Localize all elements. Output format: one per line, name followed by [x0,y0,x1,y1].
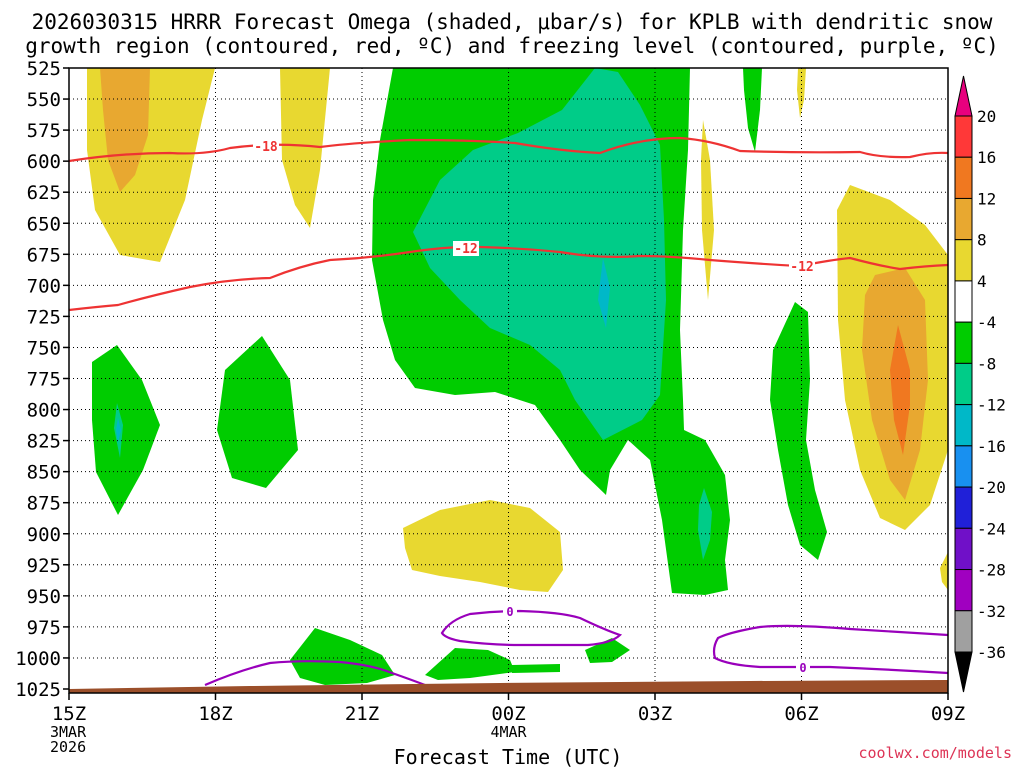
y-tick-label: 950 [27,586,61,608]
ground-terrain [69,680,948,693]
y-tick-label: 600 [27,151,61,173]
y-tick-label: 725 [27,306,61,328]
y-tick-label: 700 [27,275,61,297]
contour-labels: -18 -12 -12 0 0 [253,139,815,675]
contour-label-minus12-b: -12 [790,260,813,275]
omega-region-green-right [770,302,827,560]
contour-label-minus18: -18 [254,140,278,155]
colorbar-label: -16 [977,437,1006,456]
omega-region-low [403,500,563,592]
y-tick-label: 875 [27,493,61,515]
colorbar-label: -28 [977,561,1006,580]
x-tick-label: 03Z [638,703,672,725]
x-date-label: 2026 [50,738,86,756]
colorbar-swatch [954,445,973,488]
omega-region-teal-right [698,488,712,560]
chart-title-line1: 2026030315 HRRR Forecast Omega (shaded, … [32,10,993,34]
colorbar-swatch [954,280,973,323]
colorbar-swatch [954,362,973,406]
x-date-label: 3MAR [50,723,87,741]
colorbar-label: -20 [977,478,1006,497]
colorbar-label: 8 [977,231,987,250]
y-tick-label: 575 [27,120,61,142]
y-tick-label: 825 [27,431,61,453]
x-tick-label: 06Z [784,703,818,725]
y-tick-label: 550 [27,89,61,111]
y-tick-label: 925 [27,555,61,577]
contour-label-freezing-b: 0 [799,661,806,675]
omega-region-green-low-a [290,628,395,685]
colorbar-swatch [954,115,973,158]
y-tick-label: 800 [27,400,61,422]
omega-region-green-low-d [585,638,630,663]
y-tick-label: 525 [27,58,61,80]
omega-region-teal-core [413,68,666,440]
colorbar-top-arrow [954,75,973,117]
watermark: coolwx.com/models [858,744,1012,762]
y-tick-label: 750 [27,337,61,359]
omega-region-upper-mid [280,68,330,228]
y-tick-label: 650 [27,213,61,235]
chart-title-line2: growth region (contoured, red, ºC) and f… [25,34,999,58]
colorbar-label: -24 [977,519,1006,538]
x-tick-label: 09Z [931,703,965,725]
colorbar: 20 16 12 8 4 -4 -8 -12 -16 -20 -24 -28 -32 -36 [954,75,1006,693]
omega-region-green-mid [217,336,298,488]
omega-region-small-a [701,120,714,300]
omega-region-green-low-b [425,648,515,680]
y-tick-label: 850 [27,462,61,484]
colorbar-bottom-arrow [954,651,973,693]
colorbar-swatch [954,610,973,653]
freezing-level-contour-b [440,609,623,647]
x-tick-label: 18Z [198,703,232,725]
omega-region-green-narrow [743,68,762,152]
colorbar-swatch [954,156,973,199]
colorbar-label: -36 [977,643,1006,662]
colorbar-label: -4 [977,313,996,332]
x-tick-label: 15Z [52,703,86,725]
x-tick-label: 21Z [345,703,379,725]
freezing-level-contour-c [712,624,948,675]
contours [69,136,948,687]
y-tick-label: 1025 [15,679,61,701]
colorbar-swatch [954,486,973,529]
colorbar-swatch [954,197,973,241]
y-tick-label: 900 [27,524,61,546]
y-tick-label: 1000 [15,648,61,670]
x-axis-title: Forecast Time (UTC) [394,745,623,768]
colorbar-label: 12 [977,189,996,208]
colorbar-label: -12 [977,396,1006,415]
freezing-level-contour-a [204,660,426,687]
omega-region-teal-small [598,258,610,328]
omega-region-orange-core [890,325,910,455]
y-axis: 525 550 575 600 625 650 675 700 725 750 775 800 825 8… [15,58,69,701]
colorbar-swatch [954,239,973,282]
colorbar-label: 20 [977,107,996,126]
omega-region-green-low-c [512,664,560,673]
contour-label-minus12-a: -12 [454,242,477,257]
colorbar-swatch [954,321,973,364]
isotherm-minus12 [69,245,948,312]
y-tick-label: 675 [27,244,61,266]
omega-region-green-left [92,345,160,515]
omega-region-cyan-small [116,418,121,443]
y-tick-label: 775 [27,369,61,391]
colorbar-label: -8 [977,354,996,373]
x-tick-label: 00Z [491,703,525,725]
x-date-label: 4MAR [490,723,527,741]
y-tick-label: 975 [27,617,61,639]
colorbar-swatch [954,404,973,447]
colorbar-swatch [954,569,973,612]
colorbar-swatch [954,527,973,571]
colorbar-label: 16 [977,148,996,167]
isotherm-minus18 [69,136,948,163]
omega-region-small-c [940,552,948,590]
y-tick-label: 625 [27,182,61,204]
colorbar-label: 4 [977,272,987,291]
grid [69,68,948,693]
colorbar-label: -32 [977,602,1006,621]
contour-label-freezing-a: 0 [506,605,513,619]
